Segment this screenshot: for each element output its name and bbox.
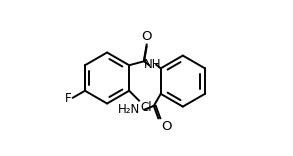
- Text: F: F: [65, 92, 71, 105]
- Text: O: O: [161, 120, 172, 133]
- Text: H₂N: H₂N: [118, 103, 140, 116]
- Text: NH: NH: [144, 58, 161, 71]
- Text: O: O: [142, 30, 152, 43]
- Text: Cl: Cl: [141, 101, 152, 114]
